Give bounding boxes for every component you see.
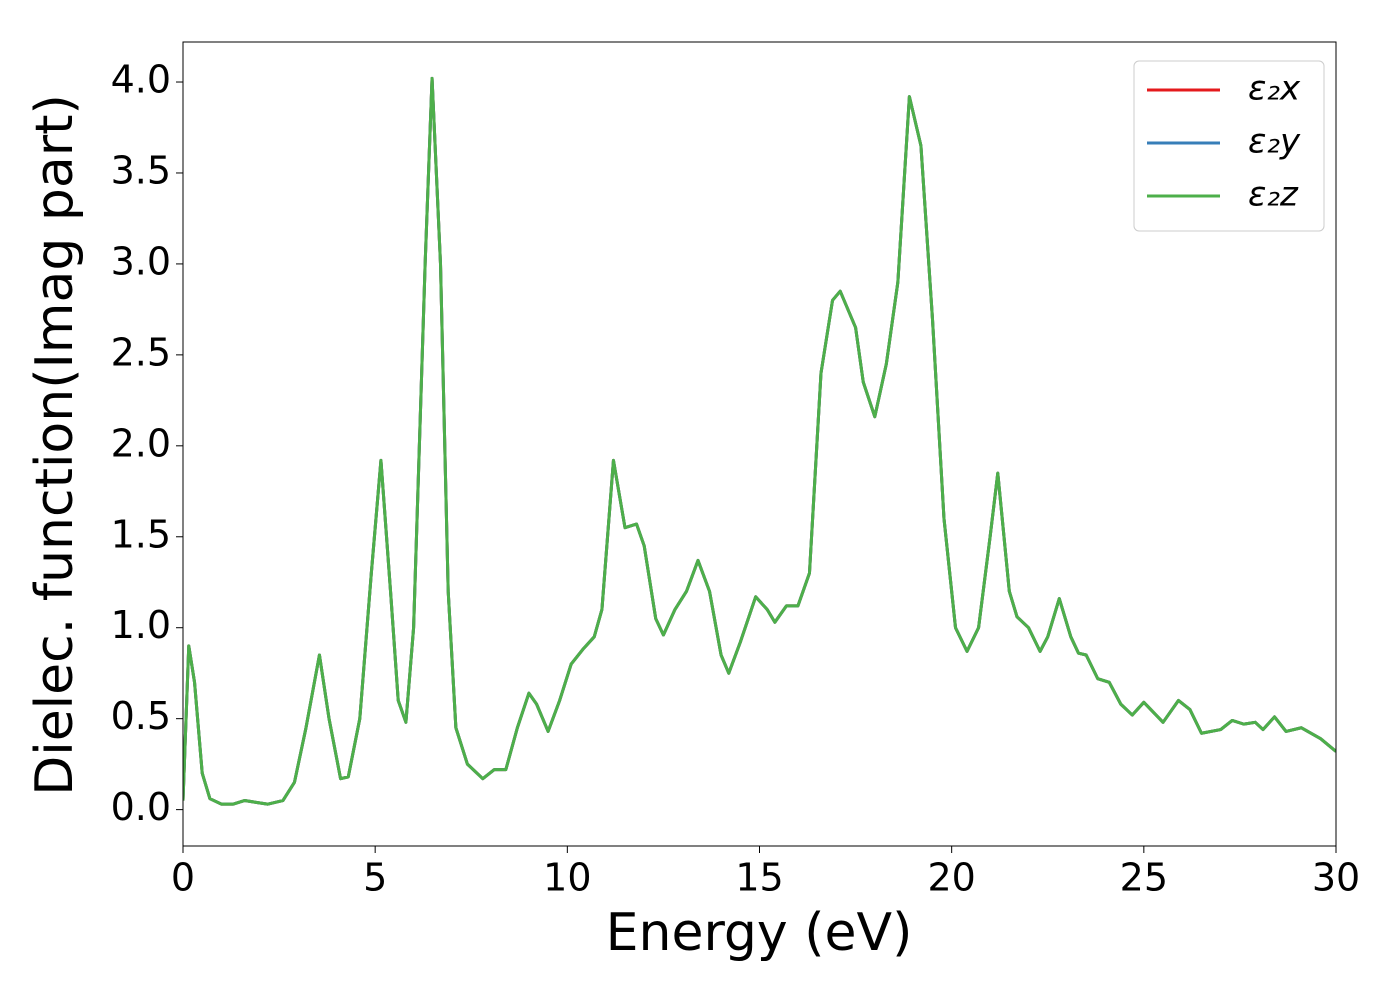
y-tick-label: 2.5 xyxy=(111,330,171,374)
y-tick-label: 3.5 xyxy=(111,148,171,192)
legend-label: ε₂z xyxy=(1248,175,1299,215)
y-axis-label: Dielec. function(Imag part) xyxy=(25,94,85,796)
y-tick-label: 3.0 xyxy=(111,239,171,283)
legend-label: ε₂x xyxy=(1248,69,1301,109)
y-tick-label: 2.0 xyxy=(111,421,171,465)
legend-label: ε₂y xyxy=(1248,122,1301,162)
y-tick-label: 1.5 xyxy=(111,512,171,556)
y-tick-label: 0.0 xyxy=(111,785,171,829)
x-tick-label: 0 xyxy=(171,856,195,900)
x-tick-label: 20 xyxy=(927,856,975,900)
x-tick-label: 10 xyxy=(543,856,591,900)
x-axis-label: Energy (eV) xyxy=(606,903,913,963)
y-tick-label: 1.0 xyxy=(111,603,171,647)
x-tick-label: 25 xyxy=(1120,856,1168,900)
legend-box xyxy=(1133,60,1325,232)
series-line xyxy=(183,76,1336,806)
x-tick-label: 15 xyxy=(735,856,783,900)
y-tick-label: 0.5 xyxy=(111,694,171,738)
y-tick-label: 4.0 xyxy=(111,58,171,102)
x-tick-label: 5 xyxy=(363,856,387,900)
plot-frame xyxy=(182,41,1337,847)
x-tick-label: 30 xyxy=(1312,856,1360,900)
